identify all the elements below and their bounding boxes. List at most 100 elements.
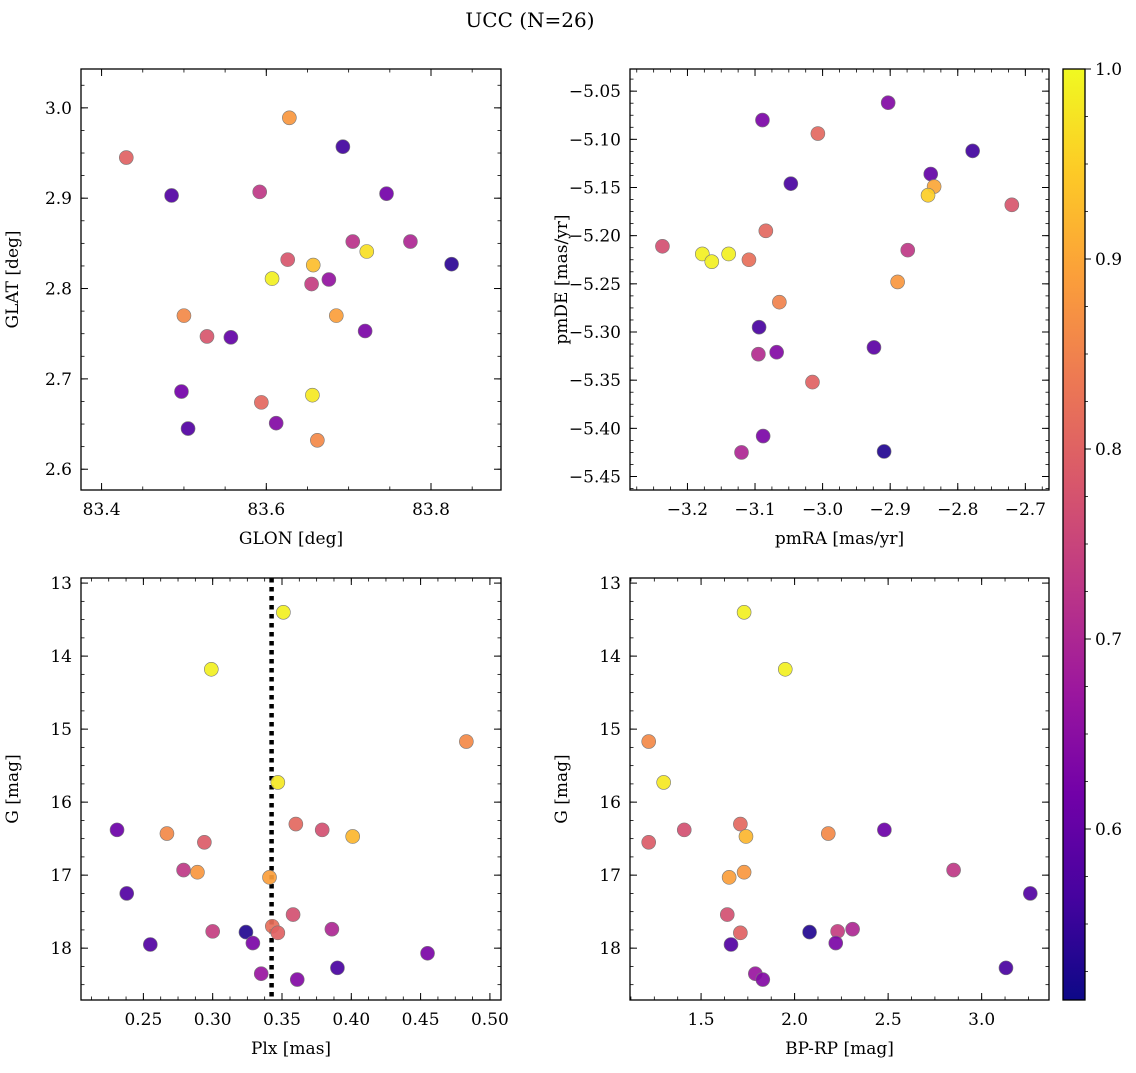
y-tick-label: 2.6 — [45, 460, 72, 480]
scatter-point — [270, 775, 286, 790]
scatter-point — [641, 734, 657, 749]
x-tick-label: −2.7 — [1005, 500, 1046, 520]
x-tick-label: 2.5 — [875, 1010, 902, 1030]
y-tick-label: 14 — [599, 647, 621, 667]
scatter-points — [118, 110, 459, 448]
scatter-points — [109, 605, 474, 987]
scatter-point — [877, 822, 892, 838]
colorbar-tick-label: 1.0 — [1095, 60, 1122, 80]
scatter-point — [920, 187, 936, 203]
scatter-point — [328, 308, 344, 323]
scatter-point — [777, 661, 793, 677]
scatter-point — [335, 139, 351, 154]
scatter-point — [656, 775, 671, 790]
y-tick-label: −5.20 — [569, 227, 621, 247]
y-tick-label: 15 — [50, 720, 72, 740]
x-tick-label: −3.1 — [734, 500, 775, 520]
y-tick-label: 2.8 — [45, 280, 72, 300]
scatter-point — [203, 661, 219, 677]
scatter-point — [288, 816, 304, 832]
scatter-point — [330, 960, 345, 976]
panel-plx-g: 0.25 0.30 0.35 0.40 0.45 0.50 13 14 15 16 17 18 Plx … — [3, 574, 509, 1059]
y-tick-label: 13 — [599, 574, 621, 594]
scatter-point — [459, 734, 474, 749]
scatter-point — [802, 924, 817, 940]
scatter-point — [176, 862, 191, 878]
x-tick-label: 83.4 — [83, 500, 121, 520]
scatter-point — [420, 945, 435, 961]
scatter-point — [751, 346, 766, 362]
scatter-point — [736, 864, 752, 880]
scatter-point — [254, 395, 269, 410]
x-tick-label: 0.30 — [194, 1010, 232, 1030]
y-tick-label: 14 — [50, 647, 72, 667]
scatter-point — [1022, 886, 1038, 901]
scatter-point — [357, 323, 373, 339]
y-tick-label: 18 — [599, 939, 621, 959]
scatter-point — [805, 374, 820, 390]
axes-frame — [80, 68, 502, 491]
scatter-point — [289, 972, 305, 987]
scatter-point — [270, 925, 286, 941]
scatter-point — [876, 444, 892, 459]
scatter-point — [965, 143, 980, 159]
scatter-point — [704, 254, 720, 269]
scatter-point — [176, 308, 192, 323]
scatter-point — [769, 344, 784, 360]
y-axis-label: G [mag] — [3, 754, 23, 823]
scatter-point — [205, 924, 220, 939]
scatter-point — [444, 256, 459, 272]
scatter-point — [755, 428, 771, 444]
x-tick-label: 0.35 — [263, 1010, 301, 1030]
scatter-point — [159, 826, 175, 841]
x-tick-label: −3.2 — [667, 500, 708, 520]
y-tick-label: −5.10 — [569, 130, 621, 150]
scatter-point — [738, 829, 754, 844]
scatter-point — [676, 822, 692, 838]
scatter-point — [733, 816, 748, 832]
scatter-point — [751, 319, 767, 335]
colorbar-tick-label: 0.6 — [1095, 820, 1122, 840]
scatter-point — [946, 862, 961, 878]
scatter-point — [755, 972, 771, 987]
scatter-point — [741, 252, 757, 268]
x-tick-label: −2.9 — [870, 500, 911, 520]
x-tick-label: 83.8 — [412, 500, 450, 520]
scatter-point — [223, 330, 239, 345]
scatter-point — [923, 166, 939, 182]
scatter-point — [253, 966, 269, 982]
scatter-point — [998, 960, 1014, 976]
scatter-point — [282, 110, 297, 126]
scatter-point — [655, 238, 670, 254]
y-axis-label: GLAT [deg] — [3, 230, 23, 328]
y-tick-label: −5.05 — [569, 82, 621, 102]
scatter-points — [641, 605, 1038, 987]
scatter-point — [379, 186, 394, 201]
x-axis-label: Plx [mas] — [251, 1039, 331, 1059]
y-tick-label: 16 — [599, 793, 621, 813]
y-axis-label: G [mag] — [552, 754, 572, 823]
axes-frame — [629, 577, 1050, 1001]
scatter-point — [758, 223, 774, 239]
y-tick-label: −5.15 — [569, 178, 621, 198]
scatter-point — [280, 252, 296, 267]
scatter-point — [285, 907, 301, 922]
x-tick-label: −3.0 — [802, 500, 843, 520]
scatter-point — [359, 244, 375, 259]
scatter-point — [252, 184, 268, 200]
scatter-point — [268, 415, 284, 431]
scatter-point — [245, 935, 261, 951]
scatter-point — [1004, 197, 1020, 213]
scatter-point — [199, 329, 215, 344]
y-tick-label: −5.45 — [569, 468, 621, 488]
colorbar-frame — [1062, 68, 1086, 1001]
x-tick-label: 2.0 — [781, 1010, 808, 1030]
scatter-point — [845, 921, 860, 937]
scatter-point — [866, 340, 882, 355]
scatter-point — [345, 829, 360, 844]
scatter-point — [403, 234, 418, 249]
scatter-point — [755, 112, 770, 128]
panels: 83.4 83.6 83.8 2.6 2.7 2.8 2.9 3.0 GLON [deg] GLA… — [3, 68, 1050, 1059]
scatter-point — [900, 242, 916, 258]
